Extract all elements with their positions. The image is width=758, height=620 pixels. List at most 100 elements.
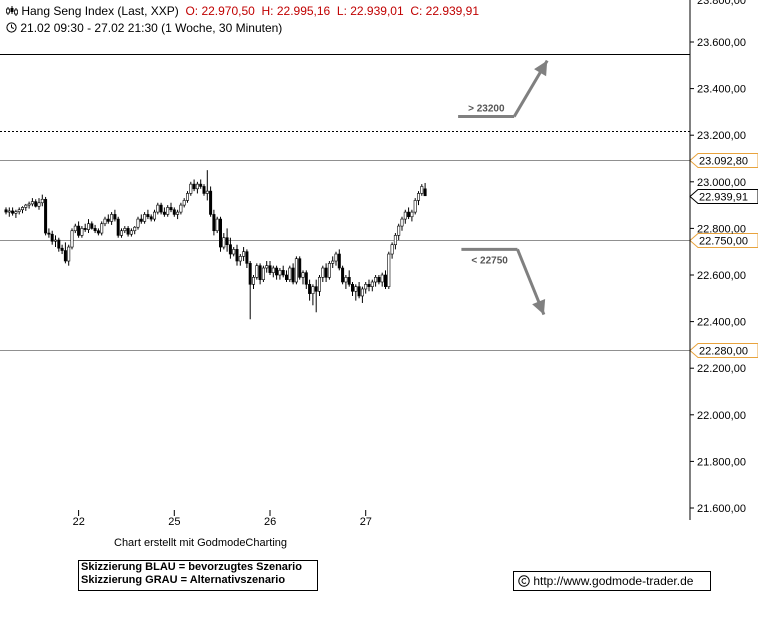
candle <box>271 265 275 278</box>
candle <box>304 270 308 289</box>
candle-body <box>176 211 180 215</box>
candle-body <box>90 223 94 229</box>
candle-body <box>232 249 236 255</box>
candle <box>301 270 305 285</box>
candle-body <box>317 277 321 292</box>
candle-body <box>344 277 348 283</box>
candle-body <box>304 272 308 285</box>
candle-body <box>252 277 256 285</box>
candle-body <box>133 226 137 232</box>
candle <box>179 202 183 215</box>
low-value: L: 22.939,01 <box>336 4 404 18</box>
chart-credit: Chart erstellt mit GodmodeCharting <box>114 537 288 549</box>
candle-body <box>284 274 288 280</box>
candle-body <box>7 210 11 213</box>
candle <box>209 186 213 217</box>
candle-body <box>30 201 34 205</box>
candle-body <box>189 183 193 194</box>
godmode-link[interactable]: http://www.godmode-trader.de <box>533 574 694 588</box>
candle <box>30 198 34 207</box>
candle <box>100 221 104 236</box>
candle-body <box>27 203 31 206</box>
candle-body <box>113 214 117 220</box>
candle-body <box>271 267 275 273</box>
candle-body <box>350 284 354 292</box>
candle <box>176 209 180 220</box>
scenario-annotations: > 23200 < 22750 <box>458 59 549 316</box>
candle <box>34 199 38 208</box>
candle <box>123 226 127 234</box>
candle-body <box>209 190 213 215</box>
y-tick-label: 22.000,00 <box>697 410 746 422</box>
candle <box>192 179 196 192</box>
candle-body <box>116 218 120 236</box>
candle-body <box>179 204 183 213</box>
candle-body <box>400 218 404 227</box>
candle <box>232 247 236 257</box>
candle-body <box>199 183 203 187</box>
x-tick-label: 27 <box>360 516 372 528</box>
instrument-title: Hang Seng Index (Last, XXP) <box>21 4 179 18</box>
candle-body <box>169 207 173 211</box>
candle-body <box>225 237 229 246</box>
candle-body <box>298 258 302 278</box>
last-price-shape <box>689 189 758 204</box>
candle-body <box>288 267 292 280</box>
candle <box>410 209 414 222</box>
candle <box>364 281 368 294</box>
candle <box>113 209 117 222</box>
candle-body <box>57 239 61 249</box>
candle <box>53 235 57 248</box>
candle <box>156 202 160 215</box>
candle <box>80 226 84 238</box>
x-tick-label: 25 <box>168 516 180 528</box>
scenario-arrow: < 22750 <box>461 247 546 316</box>
candle <box>317 275 321 296</box>
y-tick-label: 21.600,00 <box>697 503 746 515</box>
candle <box>242 247 246 262</box>
candle-body <box>212 214 216 232</box>
candle-body <box>40 198 44 204</box>
candle <box>17 207 21 215</box>
candle <box>60 244 64 255</box>
candle <box>291 263 295 285</box>
candle <box>397 223 401 241</box>
candle-body <box>341 267 345 283</box>
y-tick-label: 23.800,00 <box>697 0 746 7</box>
candle-body <box>17 209 21 212</box>
candle <box>166 205 170 217</box>
candle <box>219 216 223 252</box>
candle <box>186 191 190 203</box>
candle-body <box>153 211 157 220</box>
candle-body <box>327 263 331 278</box>
candle-body <box>37 202 41 207</box>
candle <box>24 203 28 211</box>
candlestick-icon <box>6 5 18 16</box>
legend-blue: Skizzierung BLAU = bevorzugtes Szenario <box>81 561 302 573</box>
candle-body <box>186 193 190 201</box>
copyright-box: http://www.godmode-trader.de <box>513 571 711 591</box>
candle <box>238 254 242 266</box>
candle <box>387 251 391 289</box>
x-tick-label: 22 <box>73 516 85 528</box>
candle-body <box>202 186 206 194</box>
candle-body <box>364 284 368 290</box>
candle <box>265 261 269 273</box>
candle <box>235 244 239 266</box>
candle-body <box>354 286 358 292</box>
level-tag-label: 22.750,00 <box>699 236 748 248</box>
candle <box>103 216 107 227</box>
candle-body <box>301 272 305 278</box>
candle <box>110 212 114 225</box>
candle-body <box>93 228 97 232</box>
candle-body <box>14 211 18 214</box>
candle-body <box>106 218 110 222</box>
candle <box>288 265 292 282</box>
candle-body <box>331 260 335 264</box>
open-value: O: 22.970,50 <box>185 4 255 18</box>
candle-body <box>129 230 133 235</box>
candle-body <box>337 253 341 269</box>
candle-body <box>44 198 48 234</box>
candle <box>248 261 252 320</box>
candle-body <box>314 286 318 292</box>
